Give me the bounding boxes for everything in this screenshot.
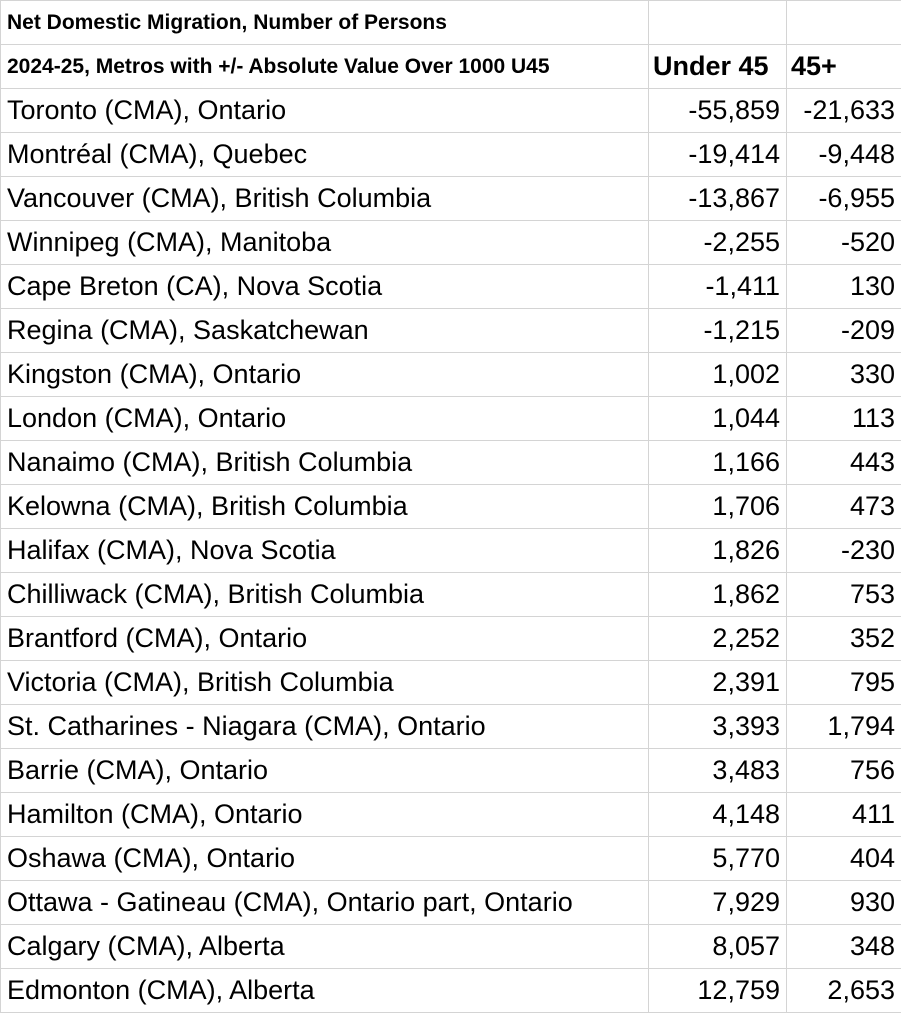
- table-row: Victoria (CMA), British Columbia 2,391 795: [0, 660, 901, 705]
- metro-name-cell[interactable]: Edmonton (CMA), Alberta: [0, 968, 649, 1013]
- over45-value-cell[interactable]: 2,653: [786, 968, 901, 1013]
- metro-name-cell[interactable]: Vancouver (CMA), British Columbia: [0, 176, 649, 221]
- title-row: Net Domestic Migration, Number of Person…: [0, 0, 901, 45]
- over45-value-cell[interactable]: 930: [786, 880, 901, 925]
- table-row: Chilliwack (CMA), British Columbia 1,862 7…: [0, 572, 901, 617]
- table-row: St. Catharines - Niagara (CMA), Ontario 3…: [0, 704, 901, 749]
- table-row: Brantford (CMA), Ontario 2,252 352: [0, 616, 901, 661]
- table-row: Ottawa - Gatineau (CMA), Ontario part, O…: [0, 880, 901, 925]
- over45-value-cell[interactable]: 411: [786, 792, 901, 837]
- under45-value-cell[interactable]: 12,759: [648, 968, 787, 1013]
- table-row: Hamilton (CMA), Ontario 4,148 411: [0, 792, 901, 837]
- metro-name-cell[interactable]: London (CMA), Ontario: [0, 396, 649, 441]
- table-row: Kingston (CMA), Ontario 1,002 330: [0, 352, 901, 397]
- under45-value-cell[interactable]: 1,166: [648, 440, 787, 485]
- table-row: Kelowna (CMA), British Columbia 1,706 473: [0, 484, 901, 529]
- metro-name-cell[interactable]: Barrie (CMA), Ontario: [0, 748, 649, 793]
- under45-value-cell[interactable]: 5,770: [648, 836, 787, 881]
- metro-name-cell[interactable]: Calgary (CMA), Alberta: [0, 924, 649, 969]
- over45-value-cell[interactable]: 130: [786, 264, 901, 309]
- under45-value-cell[interactable]: 1,002: [648, 352, 787, 397]
- under45-value-cell[interactable]: 1,826: [648, 528, 787, 573]
- under45-value-cell[interactable]: 1,862: [648, 572, 787, 617]
- over45-value-cell[interactable]: 352: [786, 616, 901, 661]
- metro-name-cell[interactable]: St. Catharines - Niagara (CMA), Ontario: [0, 704, 649, 749]
- header-row: 2024-25, Metros with +/- Absolute Value …: [0, 44, 901, 89]
- table-subtitle[interactable]: 2024-25, Metros with +/- Absolute Value …: [0, 44, 649, 89]
- over45-value-cell[interactable]: 473: [786, 484, 901, 529]
- under45-value-cell[interactable]: -2,255: [648, 220, 787, 265]
- over45-value-cell[interactable]: 443: [786, 440, 901, 485]
- metro-name-cell[interactable]: Montréal (CMA), Quebec: [0, 132, 649, 177]
- table-row: Montréal (CMA), Quebec -19,414 -9,448: [0, 132, 901, 177]
- table-row: Calgary (CMA), Alberta 8,057 348: [0, 924, 901, 969]
- over45-value-cell[interactable]: -9,448: [786, 132, 901, 177]
- over45-value-cell[interactable]: 753: [786, 572, 901, 617]
- over45-value-cell[interactable]: 795: [786, 660, 901, 705]
- col-header-under45[interactable]: Under 45: [648, 44, 787, 89]
- under45-value-cell[interactable]: 4,148: [648, 792, 787, 837]
- under45-value-cell[interactable]: -13,867: [648, 176, 787, 221]
- under45-value-cell[interactable]: 8,057: [648, 924, 787, 969]
- table-row: Winnipeg (CMA), Manitoba -2,255 -520: [0, 220, 901, 265]
- over45-value-cell[interactable]: -520: [786, 220, 901, 265]
- under45-value-cell[interactable]: -19,414: [648, 132, 787, 177]
- under45-value-cell[interactable]: 1,706: [648, 484, 787, 529]
- table-row: Regina (CMA), Saskatchewan -1,215 -209: [0, 308, 901, 353]
- under45-value-cell[interactable]: -55,859: [648, 88, 787, 133]
- metro-name-cell[interactable]: Ottawa - Gatineau (CMA), Ontario part, O…: [0, 880, 649, 925]
- under45-value-cell[interactable]: -1,411: [648, 264, 787, 309]
- over45-value-cell[interactable]: -6,955: [786, 176, 901, 221]
- table-row: Cape Breton (CA), Nova Scotia -1,411 130: [0, 264, 901, 309]
- metro-name-cell[interactable]: Toronto (CMA), Ontario: [0, 88, 649, 133]
- table-row: Edmonton (CMA), Alberta 12,759 2,653: [0, 968, 901, 1013]
- under45-value-cell[interactable]: 2,391: [648, 660, 787, 705]
- under45-value-cell[interactable]: 7,929: [648, 880, 787, 925]
- over45-value-cell[interactable]: 113: [786, 396, 901, 441]
- table-title[interactable]: Net Domestic Migration, Number of Person…: [0, 0, 649, 45]
- table-row: Halifax (CMA), Nova Scotia 1,826 -230: [0, 528, 901, 573]
- metro-name-cell[interactable]: Regina (CMA), Saskatchewan: [0, 308, 649, 353]
- table-row: Barrie (CMA), Ontario 3,483 756: [0, 748, 901, 793]
- table-row: Nanaimo (CMA), British Columbia 1,166 443: [0, 440, 901, 485]
- over45-value-cell[interactable]: -21,633: [786, 88, 901, 133]
- metro-name-cell[interactable]: Kingston (CMA), Ontario: [0, 352, 649, 397]
- under45-value-cell[interactable]: -1,215: [648, 308, 787, 353]
- over45-value-cell[interactable]: -209: [786, 308, 901, 353]
- table-row: Oshawa (CMA), Ontario 5,770 404: [0, 836, 901, 881]
- under45-value-cell[interactable]: 1,044: [648, 396, 787, 441]
- over45-value-cell[interactable]: -230: [786, 528, 901, 573]
- over45-value-cell[interactable]: 330: [786, 352, 901, 397]
- metro-name-cell[interactable]: Brantford (CMA), Ontario: [0, 616, 649, 661]
- metro-name-cell[interactable]: Halifax (CMA), Nova Scotia: [0, 528, 649, 573]
- empty-cell[interactable]: [648, 0, 787, 45]
- metro-name-cell[interactable]: Hamilton (CMA), Ontario: [0, 792, 649, 837]
- over45-value-cell[interactable]: 348: [786, 924, 901, 969]
- metro-name-cell[interactable]: Kelowna (CMA), British Columbia: [0, 484, 649, 529]
- metro-name-cell[interactable]: Victoria (CMA), British Columbia: [0, 660, 649, 705]
- under45-value-cell[interactable]: 2,252: [648, 616, 787, 661]
- empty-cell[interactable]: [786, 0, 901, 45]
- table-row: London (CMA), Ontario 1,044 113: [0, 396, 901, 441]
- metro-name-cell[interactable]: Cape Breton (CA), Nova Scotia: [0, 264, 649, 309]
- under45-value-cell[interactable]: 3,393: [648, 704, 787, 749]
- over45-value-cell[interactable]: 1,794: [786, 704, 901, 749]
- table-row: Toronto (CMA), Ontario -55,859 -21,633: [0, 88, 901, 133]
- col-header-45plus[interactable]: 45+: [786, 44, 901, 89]
- over45-value-cell[interactable]: 404: [786, 836, 901, 881]
- metro-name-cell[interactable]: Oshawa (CMA), Ontario: [0, 836, 649, 881]
- metro-name-cell[interactable]: Winnipeg (CMA), Manitoba: [0, 220, 649, 265]
- table-row: Vancouver (CMA), British Columbia -13,867…: [0, 176, 901, 221]
- metro-name-cell[interactable]: Chilliwack (CMA), British Columbia: [0, 572, 649, 617]
- over45-value-cell[interactable]: 756: [786, 748, 901, 793]
- under45-value-cell[interactable]: 3,483: [648, 748, 787, 793]
- metro-name-cell[interactable]: Nanaimo (CMA), British Columbia: [0, 440, 649, 485]
